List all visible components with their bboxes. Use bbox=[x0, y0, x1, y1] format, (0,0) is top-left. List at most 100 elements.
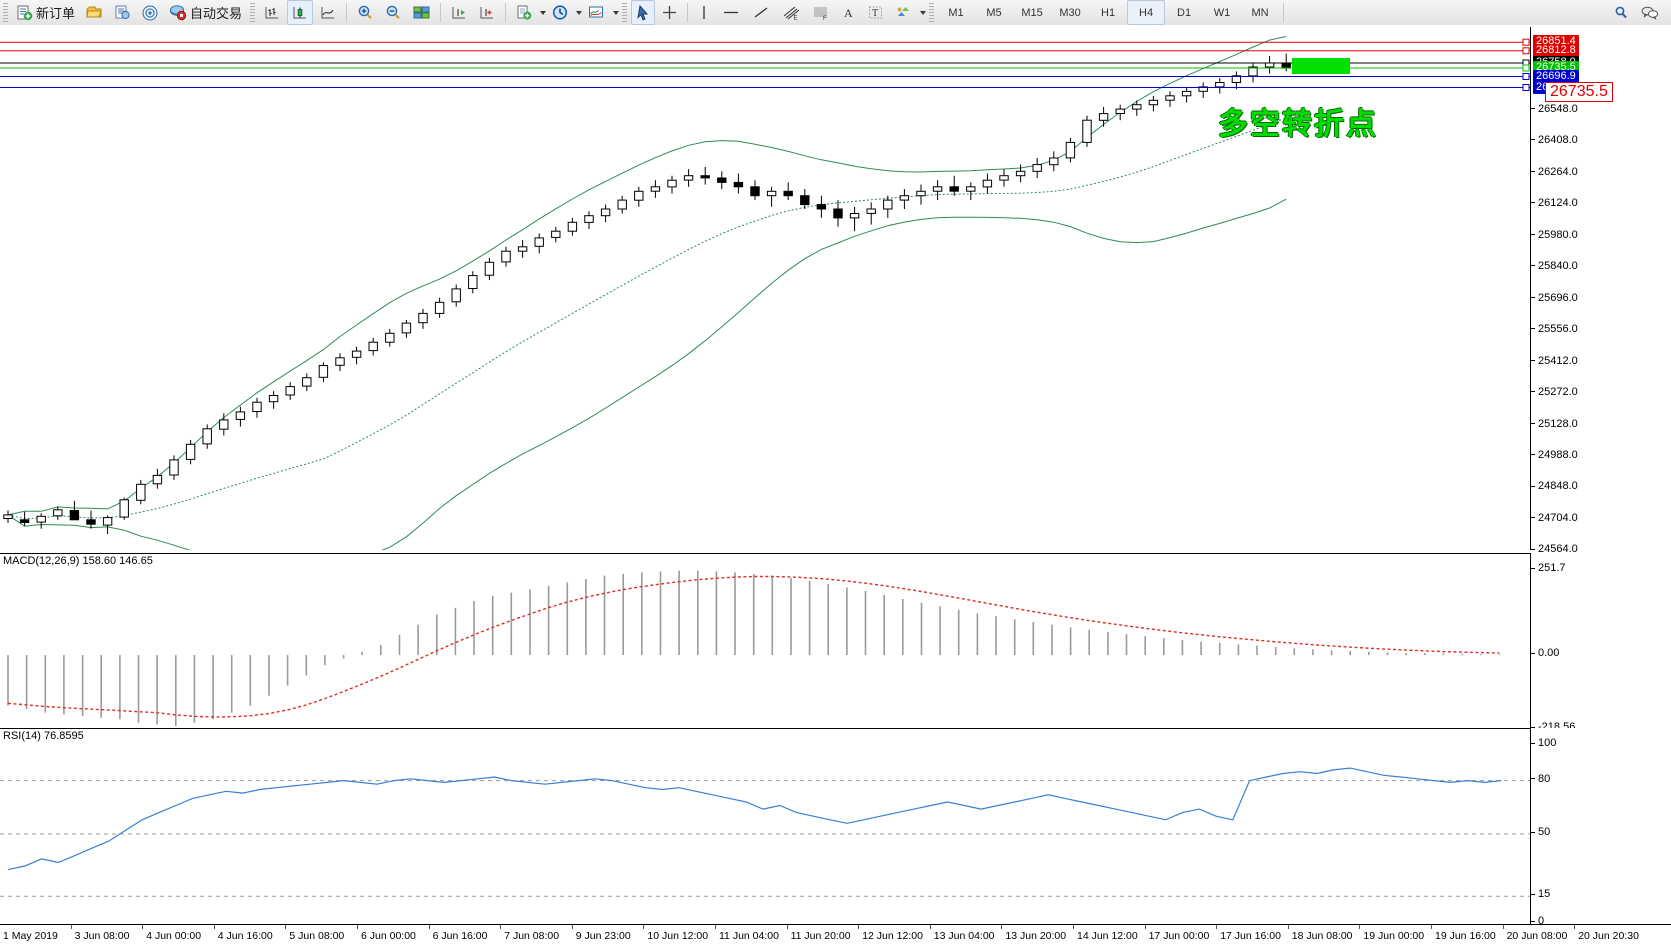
toolbar-grip-3[interactable] bbox=[622, 3, 628, 22]
timeframe-m15[interactable]: M15 bbox=[1021, 6, 1043, 19]
time-label: 7 Jun 08:00 bbox=[504, 930, 560, 942]
print-preview-button[interactable] bbox=[109, 0, 135, 25]
chat-icon bbox=[1640, 4, 1660, 21]
timeframe-m30[interactable]: M30 bbox=[1059, 6, 1081, 19]
time-label: 17 Jun 00:00 bbox=[1148, 930, 1210, 942]
timeframe-w1[interactable]: W1 bbox=[1213, 6, 1231, 19]
fibonacci-button[interactable]: F bbox=[807, 0, 835, 25]
templates-button[interactable] bbox=[511, 0, 537, 25]
hline-icon bbox=[721, 4, 741, 21]
toolbar-grip-4[interactable] bbox=[929, 3, 935, 22]
objects-dropdown-caret[interactable] bbox=[920, 10, 927, 15]
time-label: 10 Jun 12:00 bbox=[647, 930, 709, 942]
svg-text:T: T bbox=[872, 8, 878, 19]
objects-icon bbox=[894, 4, 913, 21]
indicators-button[interactable] bbox=[583, 0, 610, 25]
timeframe-d1[interactable]: D1 bbox=[1177, 6, 1192, 19]
timeframe-mn[interactable]: MN bbox=[1251, 6, 1269, 19]
trendline-icon bbox=[751, 4, 771, 21]
svg-text:F: F bbox=[823, 16, 827, 21]
rsi-label: RSI(14) 76.8595 bbox=[3, 730, 84, 742]
time-tick bbox=[929, 925, 931, 929]
equidistant-channel-button[interactable]: E bbox=[777, 0, 805, 25]
search-button[interactable] bbox=[1608, 0, 1634, 25]
candlestick-chart-icon bbox=[291, 4, 309, 21]
cursor-button[interactable] bbox=[631, 0, 656, 25]
vline-icon bbox=[697, 4, 711, 21]
rsi-axis-scale[interactable]: 100 80 50 15 0 bbox=[1530, 728, 1671, 927]
time-tick bbox=[428, 925, 430, 929]
timeframe-m1[interactable]: M1 bbox=[948, 6, 964, 19]
time-tick bbox=[142, 925, 144, 929]
time-label: 1 May 2019 bbox=[3, 930, 58, 942]
timeframe-m5[interactable]: M5 bbox=[986, 6, 1002, 19]
chart-shift-button[interactable] bbox=[446, 0, 472, 25]
time-tick bbox=[1431, 925, 1432, 929]
time-label: 17 Jun 16:00 bbox=[1220, 930, 1281, 942]
price-tick: 26548.0 bbox=[1531, 103, 1578, 115]
text-button[interactable]: T bbox=[863, 0, 888, 25]
autoscroll-icon bbox=[478, 4, 496, 21]
broadcast-button[interactable] bbox=[137, 0, 163, 25]
chat-button[interactable] bbox=[1636, 0, 1664, 25]
zoom-in-button[interactable] bbox=[352, 0, 378, 25]
new-order-button[interactable]: 新订单 bbox=[12, 0, 79, 25]
candlestick-chart-button[interactable] bbox=[287, 0, 314, 25]
price-tick: 24564.0 bbox=[1531, 543, 1578, 555]
crosshair-icon bbox=[661, 4, 678, 21]
templates-dropdown-caret[interactable] bbox=[540, 10, 547, 15]
time-tick bbox=[571, 925, 573, 929]
price-axis-scale[interactable]: 26548.0 26408.0 26264.0 26124.0 25980.0 25840… bbox=[1530, 27, 1671, 555]
time-label: 14 Jun 12:00 bbox=[1077, 930, 1138, 942]
new-order-icon bbox=[16, 4, 33, 21]
tile-windows-button[interactable] bbox=[408, 0, 435, 25]
price-tick: 26408.0 bbox=[1531, 134, 1578, 146]
macd-indicator-plot[interactable]: MACD(12,26,9) 158.60 146.65 bbox=[0, 553, 1530, 729]
folder-button[interactable] bbox=[81, 0, 107, 25]
time-label: 18 Jun 08:00 bbox=[1291, 930, 1353, 942]
vertical-line-button[interactable] bbox=[693, 0, 715, 25]
broadcast-icon bbox=[141, 4, 159, 21]
new-order-label: 新订单 bbox=[36, 6, 76, 21]
time-tick bbox=[357, 925, 358, 929]
current-price-callout: 26735.5 bbox=[1545, 81, 1613, 102]
bar-chart-button[interactable] bbox=[259, 0, 285, 25]
zoom-out-button[interactable] bbox=[380, 0, 406, 25]
autoscroll-button[interactable] bbox=[474, 0, 500, 25]
trendline-button[interactable] bbox=[747, 0, 775, 25]
autotrade-label: 自动交易 bbox=[190, 6, 243, 21]
price-chart-plot[interactable]: 多空转折点 bbox=[0, 27, 1530, 550]
price-tick: 25412.0 bbox=[1531, 355, 1578, 367]
toolbar-grip[interactable] bbox=[3, 3, 8, 22]
toolbar-separator-5 bbox=[1283, 3, 1285, 22]
macd-chart-svg bbox=[7, 570, 1501, 727]
macd-tick: 251.7 bbox=[1531, 562, 1566, 574]
text-label-button[interactable]: A bbox=[837, 0, 861, 25]
indicators-dropdown-caret[interactable] bbox=[613, 10, 620, 15]
toolbar-separator-2 bbox=[440, 3, 442, 22]
price-tick: 25128.0 bbox=[1531, 418, 1578, 430]
autotrade-button[interactable]: 自动交易 bbox=[165, 0, 246, 25]
cursor-icon bbox=[635, 4, 651, 21]
search-icon bbox=[1612, 4, 1630, 21]
time-axis[interactable]: 1 May 2019 3 Jun 08:00 4 Jun 00:00 4 Jun 16… bbox=[0, 924, 1671, 950]
time-label: 20 Jun 20:30 bbox=[1578, 930, 1639, 942]
price-tick: 25556.0 bbox=[1531, 323, 1578, 335]
crosshair-button[interactable] bbox=[657, 0, 682, 25]
time-label: 11 Jun 20:00 bbox=[790, 930, 851, 942]
timeframe-h4[interactable]: H4 bbox=[1127, 0, 1166, 25]
objects-button[interactable] bbox=[890, 0, 917, 25]
timeframe-h1[interactable]: H1 bbox=[1101, 6, 1116, 19]
time-label: 13 Jun 04:00 bbox=[933, 930, 995, 942]
period-icon bbox=[551, 4, 569, 21]
rsi-tick: 0 bbox=[1531, 915, 1544, 927]
macd-axis-scale[interactable]: 251.7 0.00 -218.56 bbox=[1530, 553, 1671, 733]
svg-text:E: E bbox=[794, 16, 798, 22]
horizontal-line-button[interactable] bbox=[717, 0, 745, 25]
period-button[interactable] bbox=[547, 0, 573, 25]
rsi-indicator-plot[interactable]: RSI(14) 76.8595 bbox=[0, 728, 1530, 925]
period-dropdown-caret[interactable] bbox=[576, 10, 583, 15]
line-chart-button[interactable] bbox=[315, 0, 341, 25]
price-level-label: 26696.9 bbox=[1533, 69, 1579, 83]
toolbar-grip-2[interactable] bbox=[250, 3, 256, 22]
